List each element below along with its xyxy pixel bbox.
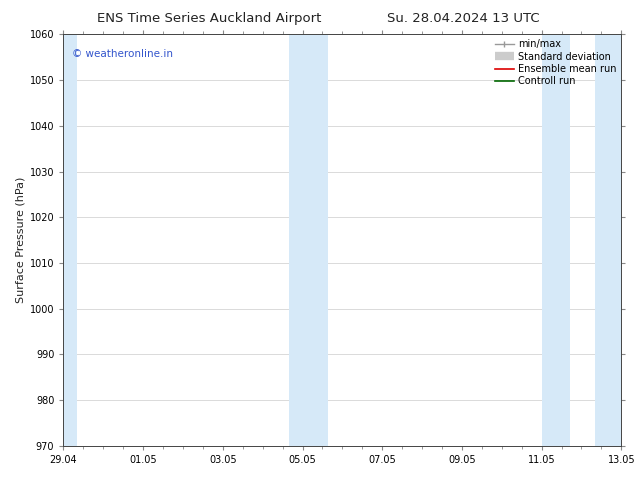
Y-axis label: Surface Pressure (hPa): Surface Pressure (hPa) bbox=[16, 177, 25, 303]
Legend: min/max, Standard deviation, Ensemble mean run, Controll run: min/max, Standard deviation, Ensemble me… bbox=[493, 37, 618, 88]
Bar bbox=[63, 34, 77, 446]
Text: © weatheronline.in: © weatheronline.in bbox=[72, 49, 173, 59]
Bar bbox=[541, 34, 569, 446]
Bar bbox=[288, 34, 328, 446]
Text: ENS Time Series Auckland Airport: ENS Time Series Auckland Airport bbox=[97, 12, 321, 25]
Bar bbox=[595, 34, 621, 446]
Text: Su. 28.04.2024 13 UTC: Su. 28.04.2024 13 UTC bbox=[387, 12, 539, 25]
